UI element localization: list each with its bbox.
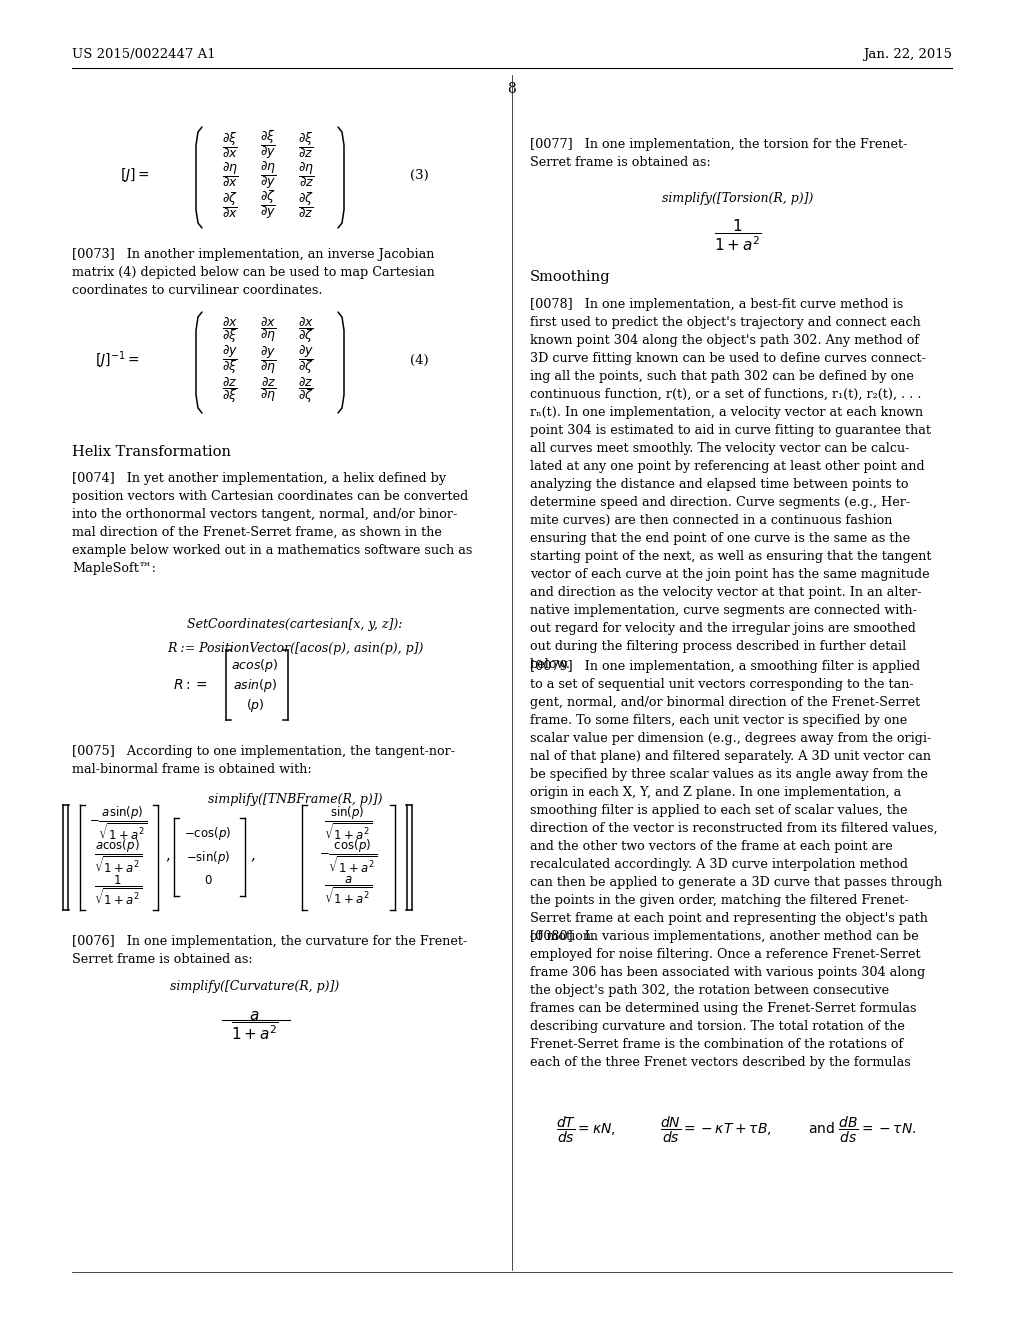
Text: $(p)$: $(p)$ (246, 697, 264, 714)
Text: [0078]   In one implementation, a best-fit curve method is
first used to predict: [0078] In one implementation, a best-fit… (530, 298, 932, 671)
Text: ,: , (165, 847, 170, 862)
Text: $\dfrac{\partial x}{\partial\zeta}$: $\dfrac{\partial x}{\partial\zeta}$ (298, 315, 314, 345)
Text: $\dfrac{dN}{ds} = -\kappa T + \tau B,$: $\dfrac{dN}{ds} = -\kappa T + \tau B,$ (660, 1115, 771, 1146)
Text: ,: , (250, 847, 255, 862)
Text: $\dfrac{\partial z}{\partial\xi}$: $\dfrac{\partial z}{\partial\xi}$ (222, 375, 238, 405)
Text: $\dfrac{\partial\xi}{\partial x}$: $\dfrac{\partial\xi}{\partial x}$ (222, 131, 238, 160)
Text: $0$: $0$ (204, 874, 212, 887)
Text: $\dfrac{\partial x}{\partial\xi}$: $\dfrac{\partial x}{\partial\xi}$ (222, 315, 238, 345)
Text: $\dfrac{a}{1+a^2}$: $\dfrac{a}{1+a^2}$ (231, 1010, 279, 1043)
Text: $\dfrac{\partial\zeta}{\partial z}$: $\dfrac{\partial\zeta}{\partial z}$ (298, 190, 314, 220)
Text: $\dfrac{\partial\zeta}{\partial y}$: $\dfrac{\partial\zeta}{\partial y}$ (260, 189, 276, 222)
Text: $-\dfrac{\cos(p)}{\sqrt{1+a^2}}$: $-\dfrac{\cos(p)}{\sqrt{1+a^2}}$ (318, 837, 377, 875)
Text: $asin(p)$: $asin(p)$ (232, 676, 278, 693)
Text: Jan. 22, 2015: Jan. 22, 2015 (863, 48, 952, 61)
Text: $R :=$: $R :=$ (173, 678, 208, 692)
Text: $\dfrac{\partial x}{\partial\eta}$: $\dfrac{\partial x}{\partial\eta}$ (260, 315, 276, 345)
Text: Helix Transformation: Helix Transformation (72, 445, 231, 459)
Text: [0080]   In various implementations, another method can be
employed for noise fi: [0080] In various implementations, anoth… (530, 931, 926, 1069)
Text: $\dfrac{\partial y}{\partial\zeta}$: $\dfrac{\partial y}{\partial\zeta}$ (298, 343, 314, 376)
Text: $\dfrac{\partial\eta}{\partial x}$: $\dfrac{\partial\eta}{\partial x}$ (222, 161, 239, 190)
Text: 8: 8 (508, 82, 516, 96)
Text: simplify([Curvature(R, p)]): simplify([Curvature(R, p)]) (170, 979, 340, 993)
Text: R := PositionVector([acos(p), asin(p), p]): R := PositionVector([acos(p), asin(p), p… (167, 642, 423, 655)
Text: $\dfrac{a}{\sqrt{1+a^2}}$: $\dfrac{a}{\sqrt{1+a^2}}$ (324, 874, 372, 906)
Text: simplify([Torsion(R, p)]): simplify([Torsion(R, p)]) (663, 191, 814, 205)
Text: $\dfrac{\partial\eta}{\partial y}$: $\dfrac{\partial\eta}{\partial y}$ (260, 158, 276, 191)
Text: $\dfrac{a\cos(p)}{\sqrt{1+a^2}}$: $\dfrac{a\cos(p)}{\sqrt{1+a^2}}$ (94, 837, 142, 875)
Text: $\dfrac{\partial y}{\partial\xi}$: $\dfrac{\partial y}{\partial\xi}$ (222, 343, 238, 376)
Text: $\dfrac{\partial\xi}{\partial z}$: $\dfrac{\partial\xi}{\partial z}$ (298, 131, 313, 160)
Text: $-\dfrac{a\sin(p)}{\sqrt{1+a^2}}$: $-\dfrac{a\sin(p)}{\sqrt{1+a^2}}$ (89, 804, 147, 842)
Text: $\dfrac{\partial\xi}{\partial y}$: $\dfrac{\partial\xi}{\partial y}$ (260, 128, 276, 161)
Text: [0076]   In one implementation, the curvature for the Frenet-
Serret frame is ob: [0076] In one implementation, the curvat… (72, 935, 467, 966)
Text: $\dfrac{\partial\eta}{\partial z}$: $\dfrac{\partial\eta}{\partial z}$ (298, 161, 314, 190)
Text: $\mathrm{and}\ \dfrac{dB}{ds} = -\tau N.$: $\mathrm{and}\ \dfrac{dB}{ds} = -\tau N.… (808, 1115, 916, 1146)
Text: (4): (4) (410, 354, 429, 367)
Text: $\dfrac{dT}{ds} = \kappa N,$: $\dfrac{dT}{ds} = \kappa N,$ (556, 1115, 615, 1146)
Text: (3): (3) (410, 169, 429, 181)
Text: $-\cos(p)$: $-\cos(p)$ (184, 825, 231, 842)
Text: US 2015/0022447 A1: US 2015/0022447 A1 (72, 48, 216, 61)
Text: $\dfrac{\partial\zeta}{\partial x}$: $\dfrac{\partial\zeta}{\partial x}$ (222, 190, 238, 220)
Text: Smoothing: Smoothing (530, 271, 610, 284)
Text: [0079]   In one implementation, a smoothing filter is applied
to a set of sequen: [0079] In one implementation, a smoothin… (530, 660, 942, 942)
Text: $\dfrac{\partial y}{\partial\eta}$: $\dfrac{\partial y}{\partial\eta}$ (260, 345, 276, 376)
Text: [0073]   In another implementation, an inverse Jacobian
matrix (4) depicted belo: [0073] In another implementation, an inv… (72, 248, 435, 297)
Text: $\dfrac{\partial z}{\partial\zeta}$: $\dfrac{\partial z}{\partial\zeta}$ (298, 375, 314, 405)
Text: $[J] =$: $[J] =$ (120, 166, 150, 183)
Text: $\dfrac{\partial z}{\partial\eta}$: $\dfrac{\partial z}{\partial\eta}$ (260, 376, 276, 404)
Text: [0074]   In yet another implementation, a helix defined by
position vectors with: [0074] In yet another implementation, a … (72, 473, 472, 576)
Text: simplify([TNBFrame(R, p)]): simplify([TNBFrame(R, p)]) (208, 793, 382, 807)
Text: $\dfrac{\sin(p)}{\sqrt{1+a^2}}$: $\dfrac{\sin(p)}{\sqrt{1+a^2}}$ (324, 804, 372, 842)
Text: $\dfrac{1}{\sqrt{1+a^2}}$: $\dfrac{1}{\sqrt{1+a^2}}$ (94, 873, 142, 907)
Text: SetCoordinates(cartesian[x, y, z]):: SetCoordinates(cartesian[x, y, z]): (187, 618, 402, 631)
Text: [0077]   In one implementation, the torsion for the Frenet-
Serret frame is obta: [0077] In one implementation, the torsio… (530, 139, 907, 169)
Text: $acos(p)$: $acos(p)$ (231, 656, 279, 673)
Text: $\dfrac{1}{1+a^2}$: $\dfrac{1}{1+a^2}$ (714, 218, 762, 253)
Text: $-\sin(p)$: $-\sin(p)$ (185, 849, 230, 866)
Text: $[J]^{-1} =$: $[J]^{-1} =$ (95, 350, 140, 371)
Text: [0075]   According to one implementation, the tangent-nor-
mal-binormal frame is: [0075] According to one implementation, … (72, 744, 455, 776)
